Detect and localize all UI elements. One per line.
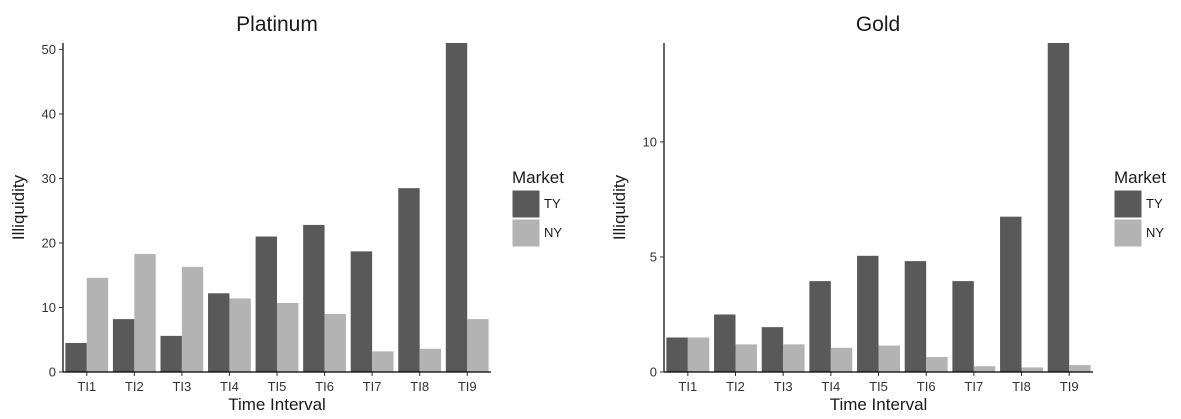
bar-ty-ti2: [714, 314, 736, 372]
x-tick-label: TI5: [869, 379, 888, 394]
y-tick-label: 5: [650, 249, 657, 264]
bar-ny-ti2: [134, 253, 156, 372]
x-tick-label: TI9: [458, 379, 477, 394]
legend-key-ty: [511, 189, 541, 219]
x-axis-title: Time Interval: [228, 395, 326, 414]
x-tick-label: TI5: [268, 379, 287, 394]
bar-ty-ti8: [1000, 216, 1022, 372]
bar-ny-ti1: [86, 277, 109, 372]
bar-ny-ti3: [783, 344, 805, 372]
x-tick-label: TI3: [172, 379, 191, 394]
x-tick-label: TI8: [410, 379, 429, 394]
bar-ty-ti9: [1047, 43, 1070, 372]
bar-ty-ti6: [904, 261, 927, 372]
x-tick-label: TI2: [726, 379, 745, 394]
legend-title: Market: [512, 168, 564, 187]
legend-key-ty: [1113, 189, 1143, 219]
bar-ny-ti3: [181, 266, 204, 372]
bar-ny-ti7: [372, 351, 394, 372]
x-tick-label: TI4: [220, 379, 239, 394]
y-tick-label: 30: [42, 171, 56, 186]
bar-ty-ti7: [350, 251, 373, 372]
y-tick-label: 20: [42, 235, 56, 250]
bar-ty-ti9: [445, 43, 468, 372]
bar-ny-ti8: [1021, 367, 1043, 372]
x-tick-label: TI6: [917, 379, 936, 394]
x-tick-label: TI2: [125, 379, 144, 394]
bar-ty-ti5: [255, 236, 277, 372]
x-tick-label: TI9: [1060, 379, 1079, 394]
bar-ny-ti4: [229, 298, 251, 372]
bar-ty-ti6: [303, 224, 325, 372]
bar-ty-ti1: [666, 337, 688, 372]
x-tick-label: TI1: [678, 379, 697, 394]
y-axis-title: Illiquidity: [9, 174, 28, 240]
bar-ny-ti9: [467, 319, 489, 372]
bar-ty-ti4: [208, 293, 230, 372]
legend-key-ny: [1113, 218, 1143, 248]
y-tick-label: 10: [42, 300, 56, 315]
bar-ty-ti8: [398, 188, 420, 372]
y-tick-label: 40: [42, 106, 56, 121]
bar-ty-ti4: [809, 281, 831, 372]
x-tick-label: TI4: [821, 379, 840, 394]
bar-ny-ti5: [277, 302, 299, 372]
y-tick-label: 0: [650, 365, 657, 380]
legend: Market TY NY: [511, 168, 564, 248]
x-tick-label: TI6: [315, 379, 334, 394]
bar-ty-ti3: [761, 327, 784, 372]
legend-label-ny: NY: [544, 225, 562, 240]
y-tick-label: 0: [49, 365, 56, 380]
legend-title: Market: [1114, 168, 1166, 187]
y-tick-label: 10: [643, 134, 657, 149]
x-tick-label: TI3: [774, 379, 793, 394]
y-axis-title: Illiquidity: [610, 174, 629, 240]
chart-title: Platinum: [236, 13, 318, 36]
bar-ny-ti9: [1069, 365, 1091, 372]
bar-ny-ti7: [973, 366, 996, 372]
x-tick-label: TI8: [1012, 379, 1031, 394]
x-axis-title: Time Interval: [830, 395, 928, 414]
bar-ty-ti2: [112, 319, 135, 372]
bar-ny-ti4: [830, 347, 853, 372]
bar-ny-ti6: [926, 357, 948, 372]
legend: Market TY NY: [1113, 168, 1166, 248]
bar-ty-ti1: [65, 342, 87, 372]
bar-ny-ti2: [735, 344, 757, 372]
bar-ny-ti1: [687, 337, 710, 372]
x-tick-label: TI1: [77, 379, 96, 394]
bar-ty-ti7: [952, 281, 974, 372]
chart-panel-platinum: Platinum TI1 TI2 TI3 TI4 TI5 TI6 TI7 TI8 TI9 0 10 20…: [9, 13, 564, 414]
bar-ny-ti5: [878, 345, 900, 372]
legend-label-ty: TY: [1146, 196, 1163, 211]
legend-label-ny: NY: [1146, 225, 1164, 240]
x-tick-label: TI7: [363, 379, 382, 394]
bar-ny-ti8: [419, 348, 442, 372]
legend-key-ny: [511, 218, 541, 248]
x-tick-label: TI7: [964, 379, 983, 394]
bar-ty-ti3: [160, 335, 182, 372]
bar-ny-ti6: [324, 313, 346, 372]
y-tick-label: 50: [42, 42, 56, 57]
legend-label-ty: TY: [544, 196, 561, 211]
chart-title: Gold: [856, 13, 900, 36]
chart-panel-gold: Gold TI1 TI2 TI3 TI4 TI5 TI6 TI7 TI8 TI9 0 5 10 Time …: [610, 13, 1166, 414]
bar-ty-ti5: [857, 255, 879, 372]
